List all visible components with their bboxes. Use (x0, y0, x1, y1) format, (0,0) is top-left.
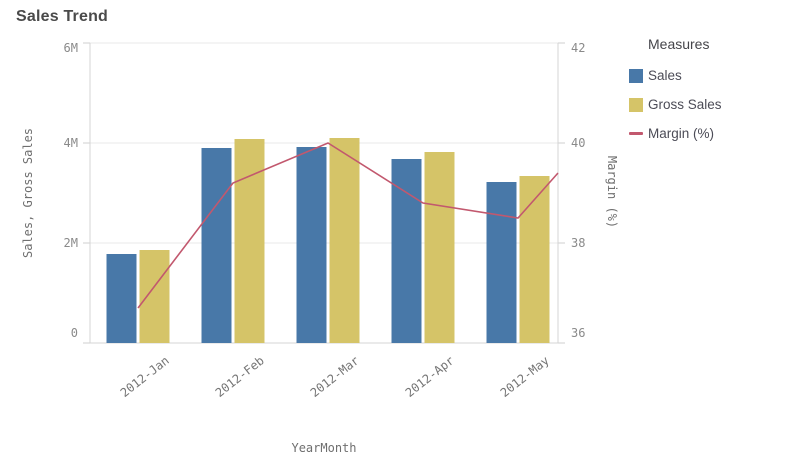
right-axis-tick-label: 40 (571, 136, 585, 150)
bar-gross-sales-2012-Feb[interactable] (234, 139, 265, 343)
legend-title: Measures (648, 36, 710, 52)
x-axis-label: 2012-Mar (308, 353, 362, 400)
x-axis-label: 2012-Jan (118, 353, 172, 400)
legend-item-label: Margin (%) (648, 126, 715, 141)
right-axis-tick-label: 36 (571, 326, 585, 340)
bars-layer (106, 138, 550, 343)
legend-item-sales: Sales (629, 61, 794, 90)
legend-square-swatch-icon (629, 68, 643, 83)
bar-sales-2012-Mar[interactable] (296, 147, 327, 343)
chart-title: Sales Trend (16, 8, 109, 25)
legend: Measures Sales Gross Sales Margin (%) (629, 36, 794, 148)
x-axis-label: 2012-Feb (213, 353, 267, 400)
bar-gross-sales-2012-Jan[interactable] (139, 250, 170, 343)
left-axis-title: Sales, Gross Sales (21, 128, 35, 258)
bar-sales-2012-Jan[interactable] (106, 254, 137, 343)
legend-items: Sales Gross Sales Margin (%) (629, 61, 794, 148)
bar-sales-2012-Feb[interactable] (201, 148, 232, 343)
bar-gross-sales-2012-Mar[interactable] (329, 138, 360, 343)
x-axis-title: YearMonth (291, 441, 356, 455)
bar-sales-2012-May[interactable] (486, 182, 517, 343)
legend-item-gross-sales: Gross Sales (629, 90, 794, 119)
left-axis-tick-label: 6M (64, 41, 78, 55)
right-axis-title: Margin (%) (605, 156, 619, 228)
line-layer (137, 142, 559, 309)
bar-sales-2012-Apr[interactable] (391, 159, 422, 343)
legend-item-margin: Margin (%) (629, 119, 794, 148)
bar-gross-sales-2012-Apr[interactable] (424, 152, 455, 343)
legend-item-label: Sales (648, 68, 682, 83)
legend-item-label: Gross Sales (648, 97, 722, 112)
legend-square-swatch-icon (629, 97, 643, 112)
left-axis-tick-label: 2M (64, 236, 78, 250)
margin-line[interactable] (137, 142, 559, 309)
left-axis-tick-label: 0 (71, 326, 78, 340)
x-axis-label: 2012-May (498, 353, 552, 400)
left-axis-tick-label: 4M (64, 136, 78, 150)
x-axis-label: 2012-Apr (403, 353, 457, 400)
bar-gross-sales-2012-May[interactable] (519, 176, 550, 343)
legend-line-swatch-icon (629, 132, 643, 135)
right-axis-tick-label: 42 (571, 41, 585, 55)
right-axis-tick-label: 38 (571, 236, 585, 250)
